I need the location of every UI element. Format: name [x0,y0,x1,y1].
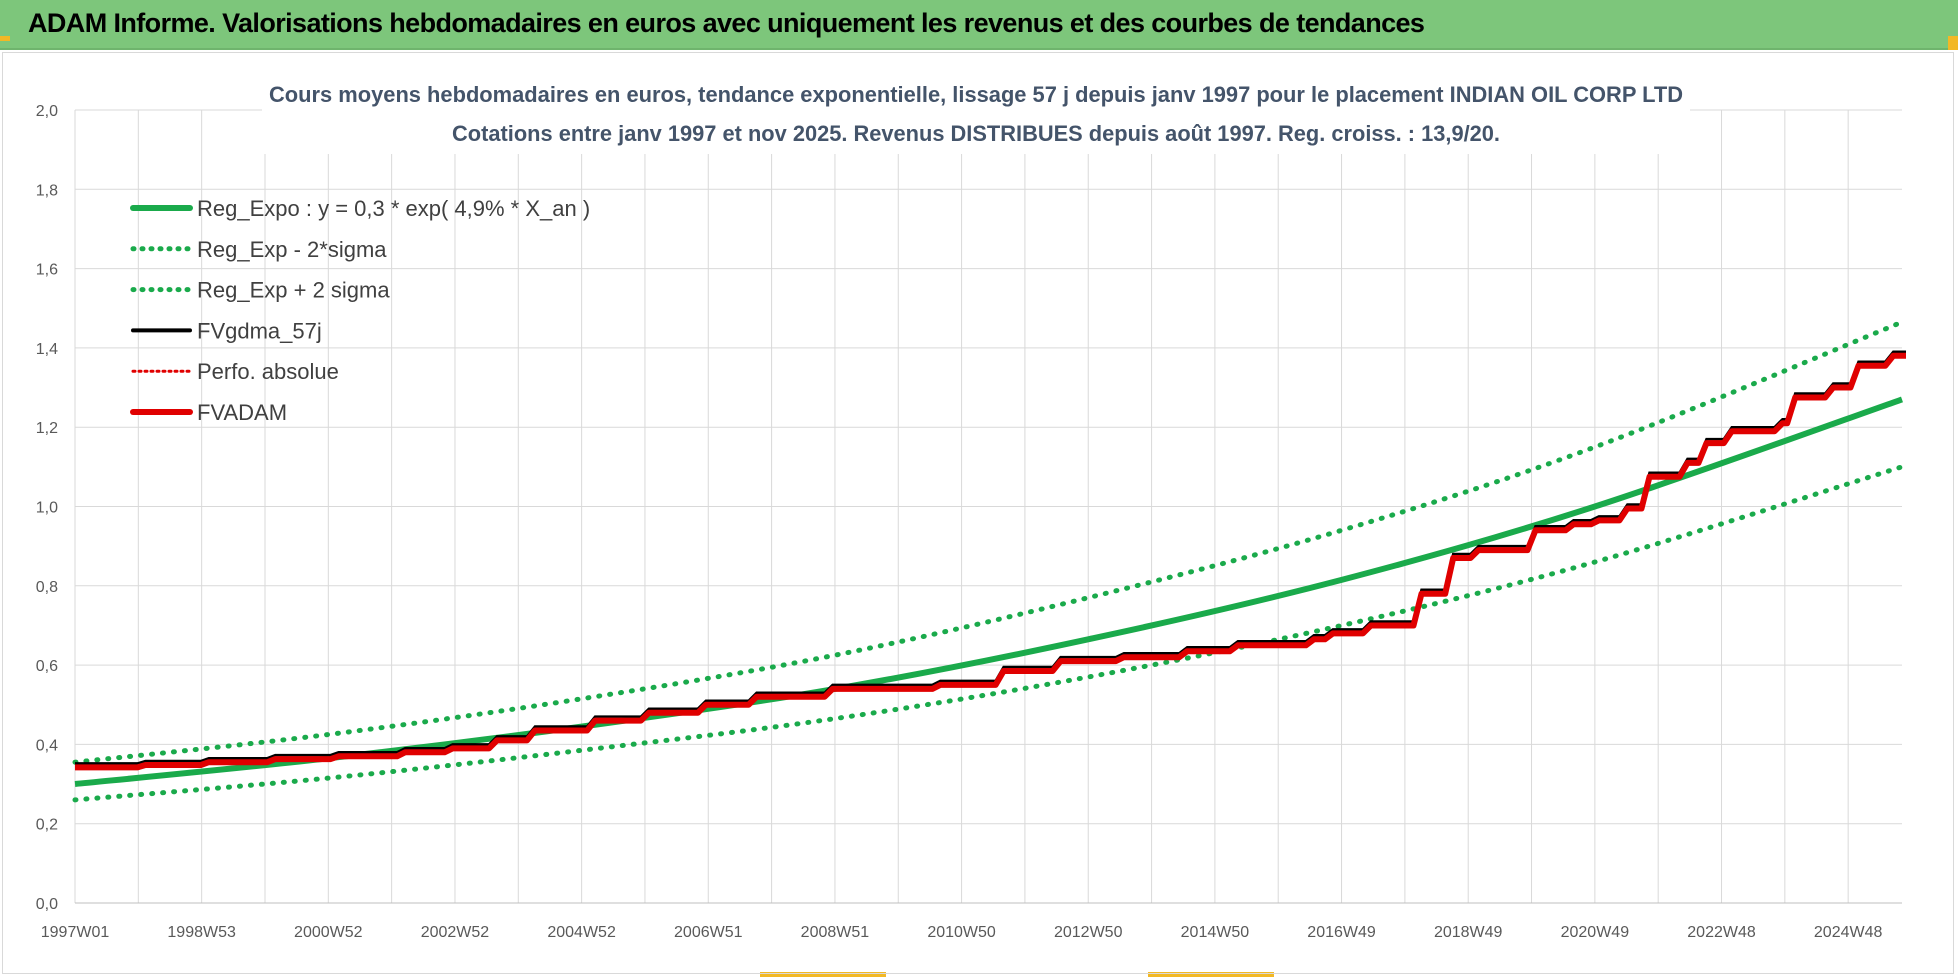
series-reg-exp-minus-2-sigma [72,464,1905,803]
y-tick-label: 1,0 [36,500,58,517]
x-tick-label: 2002W52 [421,924,490,941]
series-reg-expo [74,396,1903,787]
legend-item-reg-exp-minus: Reg_Exp - 2*sigma [130,237,387,262]
x-tick-label: 2010W50 [927,924,996,941]
y-tick-label: 0,8 [36,579,58,596]
y-tick-label: 1,6 [36,262,58,279]
y-tick-label: 1,2 [36,420,58,437]
y-tick-label: 0,0 [36,896,58,913]
chart-title-line-2: Cotations entre janv 1997 et nov 2025. R… [452,121,1500,146]
legend-item-reg-expo: Reg_Expo : y = 0,3 * exp( 4,9% * X_an ) [130,196,590,221]
x-tick-label: 2024W48 [1814,924,1883,941]
axis-labels: 0,0 0,2 0,4 0,6 0,8 1,0 1,2 1,4 1,6 1,8 2,0 1997W01… [36,103,1883,941]
series-fvgdma-57j [75,350,1906,765]
y-tick-label: 1,4 [36,341,58,358]
legend-label: Perfo. absolue [197,359,339,384]
legend-label: Reg_Expo : y = 0,3 * exp( 4,9% * X_an ) [197,196,590,221]
y-tick-label: 0,4 [36,737,58,754]
x-tick-label: 2014W50 [1181,924,1250,941]
x-tick-label: 2018W49 [1434,924,1503,941]
x-tick-label: 2000W52 [294,924,363,941]
y-tick-label: 0,2 [36,817,58,834]
corner-accent-left [0,36,10,41]
legend-item-reg-exp-plus: Reg_Exp + 2 sigma [130,278,390,303]
x-tick-label: 2016W49 [1307,924,1376,941]
x-tick-label: 1997W01 [41,924,110,941]
legend-item-fvgdma: FVgdma_57j [131,318,322,343]
corner-accent-right [1948,36,1958,50]
y-tick-label: 0,6 [36,658,58,675]
title-backdrop [262,78,1690,154]
x-tick-label: 1998W53 [167,924,236,941]
series-reg-exp-plus-2-sigma [72,319,1905,765]
series-layer [72,319,1906,803]
banner-title: ADAM Informe. Valorisations hebdomadaire… [28,8,1425,38]
chart-title-line-1: Cours moyens hebdomadaires en euros, ten… [269,82,1683,107]
chart-frame [2,52,1954,974]
legend-label: FVADAM [197,400,287,425]
x-tick-label: 2006W51 [674,924,743,941]
gridlines [74,109,1902,904]
x-tick-label: 2020W49 [1561,924,1630,941]
bottom-accent-1 [760,972,886,977]
series-fvadam [75,352,1906,771]
y-tick-label: 2,0 [36,103,58,120]
title-banner: ADAM Informe. Valorisations hebdomadaire… [0,0,1958,50]
x-tick-label: 2008W51 [801,924,870,941]
legend-label: Reg_Exp - 2*sigma [197,237,387,262]
x-tick-label: 2012W50 [1054,924,1123,941]
x-tick-label: 2022W48 [1687,924,1756,941]
series-perfo-absolue [75,354,1906,769]
legend-item-fvadam: FVADAM [130,400,287,425]
y-tick-label: 1,8 [36,182,58,199]
x-tick-label: 2004W52 [547,924,616,941]
legend-label: Reg_Exp + 2 sigma [197,278,390,303]
legend-label: FVgdma_57j [197,318,322,343]
legend-item-perfo-absolue: Perfo. absolue [131,359,339,384]
legend: Reg_Expo : y = 0,3 * exp( 4,9% * X_an ) R… [130,196,590,425]
bottom-accent-2 [1148,972,1274,977]
